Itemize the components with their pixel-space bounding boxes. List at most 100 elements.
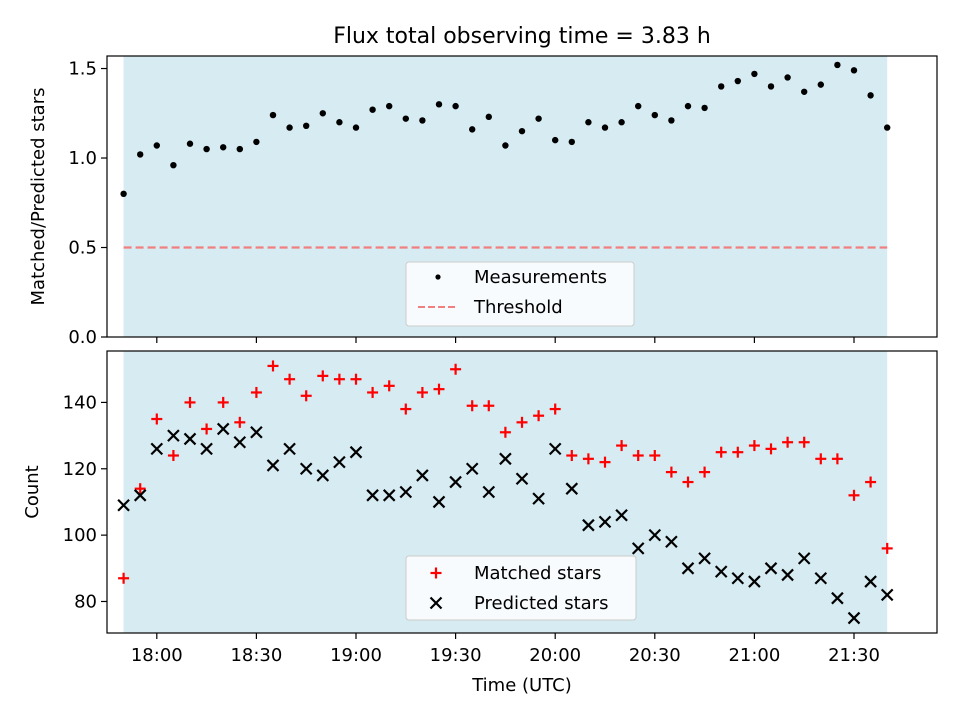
matched-star-point: [782, 436, 794, 448]
matched-star-point: [184, 396, 196, 408]
matched-star-point: [748, 440, 760, 452]
measurement-point: [170, 161, 177, 169]
bottom-y-tick-label: 140: [63, 392, 97, 413]
x-tick-label: 20:30: [629, 645, 681, 666]
measurement-point: [253, 138, 260, 146]
measurement-point: [319, 110, 326, 117]
predicted-star-point: [499, 452, 512, 466]
legend-x-glyph: [429, 596, 443, 610]
measurement-point: [386, 102, 393, 110]
predicted-star-point: [233, 435, 247, 449]
matched-star-point: [499, 426, 511, 438]
measurement-point: [734, 77, 741, 85]
top-legend-box: [405, 261, 635, 327]
predicted-star-point: [565, 482, 579, 495]
measurement-point: [502, 142, 509, 149]
matched-star-point: [367, 386, 379, 398]
x-tick-label: 21:30: [828, 645, 880, 666]
matched-star-point: [732, 446, 744, 458]
matched-star-point: [416, 386, 428, 398]
measurement-point: [352, 124, 360, 131]
measurement-point: [535, 115, 542, 122]
measurement-point: [585, 119, 592, 126]
count-panel: 80 100 120 140 18:00 18:30 19:00 19:30 20:00 20:…: [22, 350, 938, 696]
matched-star-point: [665, 466, 677, 478]
predicted-star-point: [349, 445, 363, 459]
predicted-star-point: [665, 535, 678, 549]
predicted-star-point: [167, 429, 180, 442]
predicted-star-point: [117, 498, 130, 512]
top-x-ticks: [156, 337, 855, 343]
predicted-star-point: [250, 426, 263, 439]
predicted-star-point: [515, 472, 529, 486]
matched-star-point: [300, 390, 312, 402]
predicted-star-point: [764, 562, 778, 575]
measurement-point: [767, 83, 775, 90]
predicted-star-point: [532, 492, 545, 505]
measurement-point: [153, 142, 160, 149]
measurement-point: [402, 115, 409, 122]
predicted-star-point: [731, 571, 745, 585]
legend-predicted-marker: [429, 596, 443, 610]
measurement-point: [485, 113, 492, 121]
measurement-point: [137, 151, 144, 158]
matched-star-point: [167, 450, 179, 462]
measurement-point: [269, 111, 277, 119]
measurement-point: [120, 190, 127, 198]
predicted-star-point: [200, 442, 213, 456]
measurement-point: [784, 74, 791, 81]
measurement-point: [369, 106, 376, 113]
matched-star-point: [533, 410, 545, 422]
measurement-points: [120, 61, 891, 198]
predicted-star-point: [681, 562, 695, 575]
predicted-star-point: [582, 518, 595, 532]
top-y-axis-label: Matched/Predicted stars: [28, 88, 49, 306]
top-y-tick-label: 1.0: [68, 148, 97, 169]
x-tick-label: 18:30: [230, 645, 282, 666]
matched-star-point: [118, 572, 130, 584]
predicted-star-point: [316, 469, 330, 482]
predicted-star-point: [366, 489, 379, 502]
bottom-y-tick-label: 80: [74, 591, 97, 612]
x-tick-label: 18:00: [131, 645, 183, 666]
matched-star-point: [433, 383, 445, 395]
legend-threshold-label: Threshold: [473, 297, 563, 318]
matched-star-point: [284, 373, 296, 385]
matched-star-point: [450, 363, 462, 375]
matched-star-point: [765, 443, 777, 455]
predicted-star-point: [648, 528, 662, 542]
matched-star-point: [250, 386, 262, 398]
top-y-ticks: 0.0 0.5 1.0 1.5: [68, 59, 107, 348]
predicted-star-point: [133, 489, 147, 502]
predicted-star-point: [615, 508, 628, 522]
bottom-axes-frame: [106, 350, 938, 634]
measurement-point: [286, 124, 293, 131]
predicted-star-point: [333, 455, 346, 469]
measurement-point: [452, 102, 459, 110]
matched-star-point: [582, 453, 594, 465]
predicted-star-point: [797, 552, 811, 565]
measurement-point: [618, 119, 625, 126]
measurement-point: [718, 83, 725, 90]
matched-star-point: [566, 450, 578, 462]
x-tick-label: 20:00: [529, 645, 581, 666]
matched-star-point: [466, 400, 478, 412]
measurement-point: [834, 61, 841, 69]
measurement-point: [801, 88, 808, 95]
measurement-point: [552, 136, 559, 144]
predicted-star-point: [299, 462, 313, 476]
predicted-star-point: [183, 432, 197, 446]
legend-matched-label: Matched stars: [474, 563, 601, 584]
measurement-point: [435, 101, 443, 108]
predicted-star-point: [482, 485, 496, 499]
bottom-y-axis-label: Count: [22, 465, 43, 518]
bottom-y-tick-label: 120: [63, 459, 97, 480]
matched-star-point: [599, 456, 611, 468]
matched-star-point: [815, 453, 827, 465]
measurement-point: [220, 144, 227, 151]
measurement-point: [884, 124, 891, 131]
predicted-star-point: [698, 552, 711, 565]
matched-star-point: [134, 483, 146, 495]
top-axes-frame: [106, 55, 938, 338]
